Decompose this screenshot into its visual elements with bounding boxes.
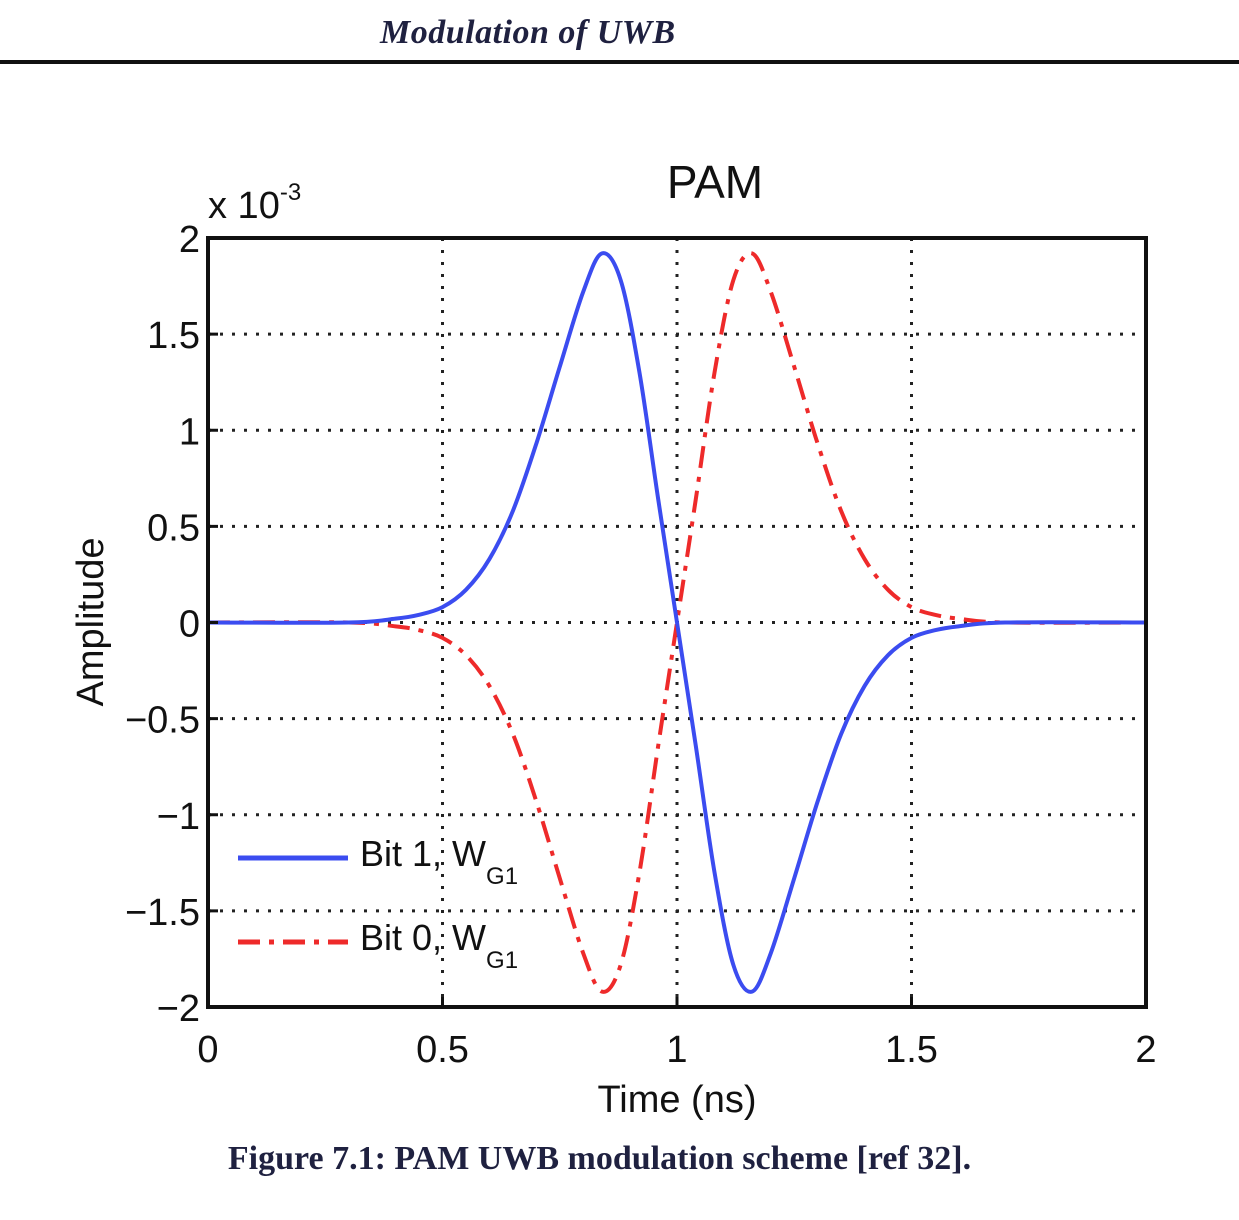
series-line-bit-1	[207, 251, 1147, 994]
y-tick-label: −2	[157, 988, 200, 1030]
y-tick-label: −1.5	[125, 892, 200, 934]
x-axis-label: Time (ns)	[597, 1079, 756, 1121]
chart-title: PAM	[667, 156, 763, 208]
pam-chart: 0 0.5 1 1.5 2 2 1.5 1 0.5 0 −0.5 −1 −1.5 −2 PAM x 10-…	[70, 156, 1157, 1121]
series-line-bit-0	[207, 251, 1147, 994]
x-tick-label: 1	[666, 1029, 687, 1071]
exponent-label: x 10-3	[208, 179, 301, 227]
y-axis-label: Amplitude	[70, 538, 112, 707]
x-tick-label: 0	[197, 1029, 218, 1071]
y-tick-label: 0.5	[147, 507, 200, 549]
exponent-power: -3	[280, 179, 301, 206]
y-tick-label: −1	[157, 796, 200, 838]
y-tick-label: 1	[179, 411, 200, 453]
page-header: Modulation of UWB	[380, 14, 676, 51]
y-tick-label: 1.5	[147, 315, 200, 357]
y-tick-label: 2	[179, 219, 200, 261]
legend-label-bit-0: Bit 0, WG1	[360, 917, 518, 974]
x-tick-label: 2	[1135, 1029, 1156, 1071]
x-tick-label: 1.5	[885, 1029, 938, 1071]
series-lines	[207, 251, 1147, 994]
header-rule	[0, 60, 1239, 64]
x-tick-label: 0.5	[416, 1029, 469, 1071]
y-tick-label: 0	[179, 604, 200, 646]
y-tick-label: −0.5	[125, 700, 200, 742]
legend: Bit 1, WG1 Bit 0, WG1	[238, 833, 518, 974]
figure-caption: Figure 7.1: PAM UWB modulation scheme [r…	[227, 1140, 972, 1177]
legend-label-bit-1: Bit 1, WG1	[360, 833, 518, 890]
tick-labels: 0 0.5 1 1.5 2 2 1.5 1 0.5 0 −0.5 −1 −1.5 −2	[125, 219, 1157, 1071]
